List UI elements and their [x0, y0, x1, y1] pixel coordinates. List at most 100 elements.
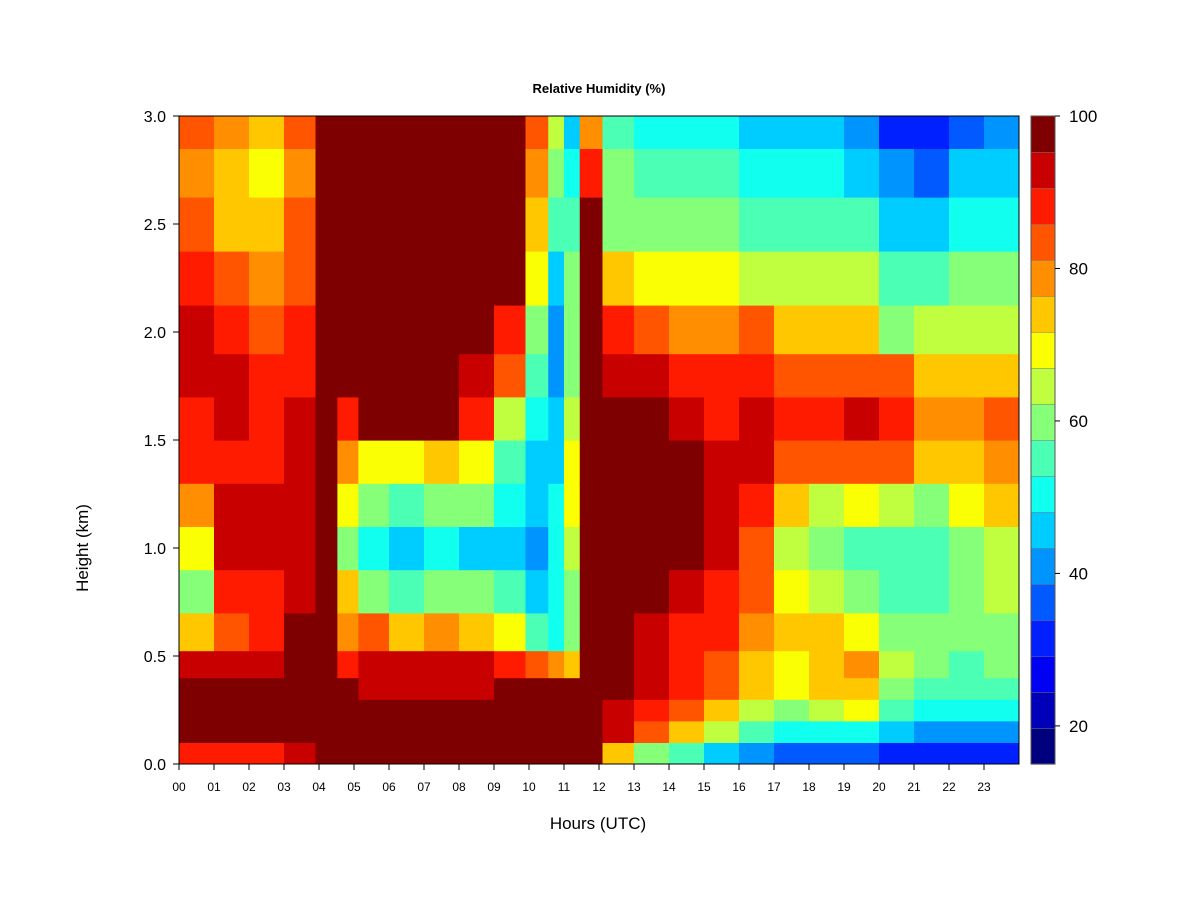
heatmap-cell [602, 197, 635, 252]
heatmap-cell [459, 148, 495, 198]
heatmap-cell [602, 353, 635, 398]
heatmap-cell [564, 197, 581, 252]
heatmap-cell [249, 197, 285, 252]
heatmap-cell [548, 440, 565, 484]
colorbar: 20 40 60 80 100 [1030, 107, 1097, 765]
heatmap-cell [494, 440, 527, 484]
x-tick-label: 16 [732, 780, 746, 794]
y-tick-label: 2.5 [144, 217, 166, 234]
heatmap-cell [459, 353, 495, 398]
heatmap-cell [914, 677, 950, 700]
heatmap-cell [214, 353, 250, 398]
heatmap-cell [739, 251, 775, 306]
heatmap-cell [984, 650, 1019, 679]
heatmap-cell [179, 148, 215, 198]
colorbar-segment [1030, 223, 1056, 261]
heatmap-cell [358, 720, 390, 743]
heatmap-cell [315, 612, 338, 652]
heatmap-cell [579, 116, 604, 149]
heatmap-cell [424, 305, 460, 355]
heatmap-cell [179, 742, 215, 764]
heatmap-cell [914, 251, 950, 306]
heatmap-cell [424, 699, 460, 722]
heatmap-cell [564, 396, 581, 441]
heatmap-cell [358, 353, 390, 398]
x-tick-label: 12 [592, 780, 606, 794]
heatmap-cell [459, 396, 495, 441]
heatmap-cell [844, 440, 880, 484]
heatmap-cell [774, 526, 810, 571]
heatmap-cell [914, 699, 950, 722]
heatmap-cell [879, 305, 915, 355]
heatmap-cell [179, 569, 215, 614]
heatmap-cell [704, 612, 740, 652]
heatmap-cell [634, 116, 670, 149]
heatmap-cell [389, 526, 425, 571]
heatmap-cell [459, 720, 495, 743]
heatmap-cell [214, 483, 250, 527]
heatmap-cell [358, 650, 390, 679]
heatmap-cell [844, 569, 880, 614]
heatmap-cell [809, 569, 845, 614]
heatmap-cell [669, 116, 705, 149]
colorbar-tick-label: 80 [1069, 259, 1088, 278]
heatmap-cell [634, 396, 670, 441]
heatmap-cell [214, 396, 250, 441]
heatmap-cell [337, 440, 359, 484]
heatmap-cell [879, 677, 915, 700]
heatmap-cell [564, 251, 581, 306]
heatmap-cell [634, 251, 670, 306]
heatmap-cell [358, 116, 390, 149]
heatmap-cell [634, 677, 670, 700]
heatmap-cell [424, 197, 460, 252]
heatmap-cell [579, 677, 604, 700]
x-tick-label: 10 [522, 780, 536, 794]
x-axis-title: Hours (UTC) [550, 814, 646, 833]
heatmap-cell [525, 148, 549, 198]
heatmap-cell [494, 742, 527, 764]
heatmap-cell [315, 440, 338, 484]
heatmap-cell [424, 650, 460, 679]
heatmap-cell [739, 720, 775, 743]
colorbar-segment [1030, 115, 1056, 153]
heatmap-cell [525, 612, 549, 652]
heatmap-cell [284, 650, 317, 679]
heatmap-cell [809, 396, 845, 441]
heatmap-cell [284, 116, 317, 149]
heatmap-cell [602, 612, 635, 652]
heatmap-cell [389, 305, 425, 355]
heatmap-cell [389, 699, 425, 722]
heatmap-cell [525, 116, 549, 149]
heatmap-cell [669, 569, 705, 614]
heatmap-cell [564, 650, 581, 679]
heatmap-cell [704, 251, 740, 306]
heatmap-cell [984, 116, 1019, 149]
x-tick-label: 19 [837, 780, 851, 794]
heatmap-cell [774, 197, 810, 252]
heatmap-cell [984, 720, 1019, 743]
heatmap-cell [564, 483, 581, 527]
heatmap-cell [564, 720, 581, 743]
heatmap-cell [984, 742, 1019, 764]
heatmap-cell [358, 742, 390, 764]
heatmap-cell [459, 197, 495, 252]
heatmap-cell [844, 483, 880, 527]
heatmap-cell [579, 305, 604, 355]
heatmap-cell [337, 612, 359, 652]
heatmap-cell [704, 720, 740, 743]
heatmap-cell [949, 396, 985, 441]
heatmap-cell [844, 305, 880, 355]
heatmap-cell [602, 677, 635, 700]
heatmap-cell [315, 526, 338, 571]
colorbar-tick-label: 60 [1069, 412, 1088, 431]
heatmap-cell [284, 197, 317, 252]
heatmap-cell [358, 483, 390, 527]
heatmap-cell [389, 569, 425, 614]
heatmap-cell [634, 720, 670, 743]
colorbar-segment [1030, 295, 1056, 333]
heatmap-cell [494, 483, 527, 527]
heatmap-cell [669, 677, 705, 700]
heatmap-cell [564, 569, 581, 614]
heatmap-cell [249, 526, 285, 571]
heatmap-cell [634, 742, 670, 764]
